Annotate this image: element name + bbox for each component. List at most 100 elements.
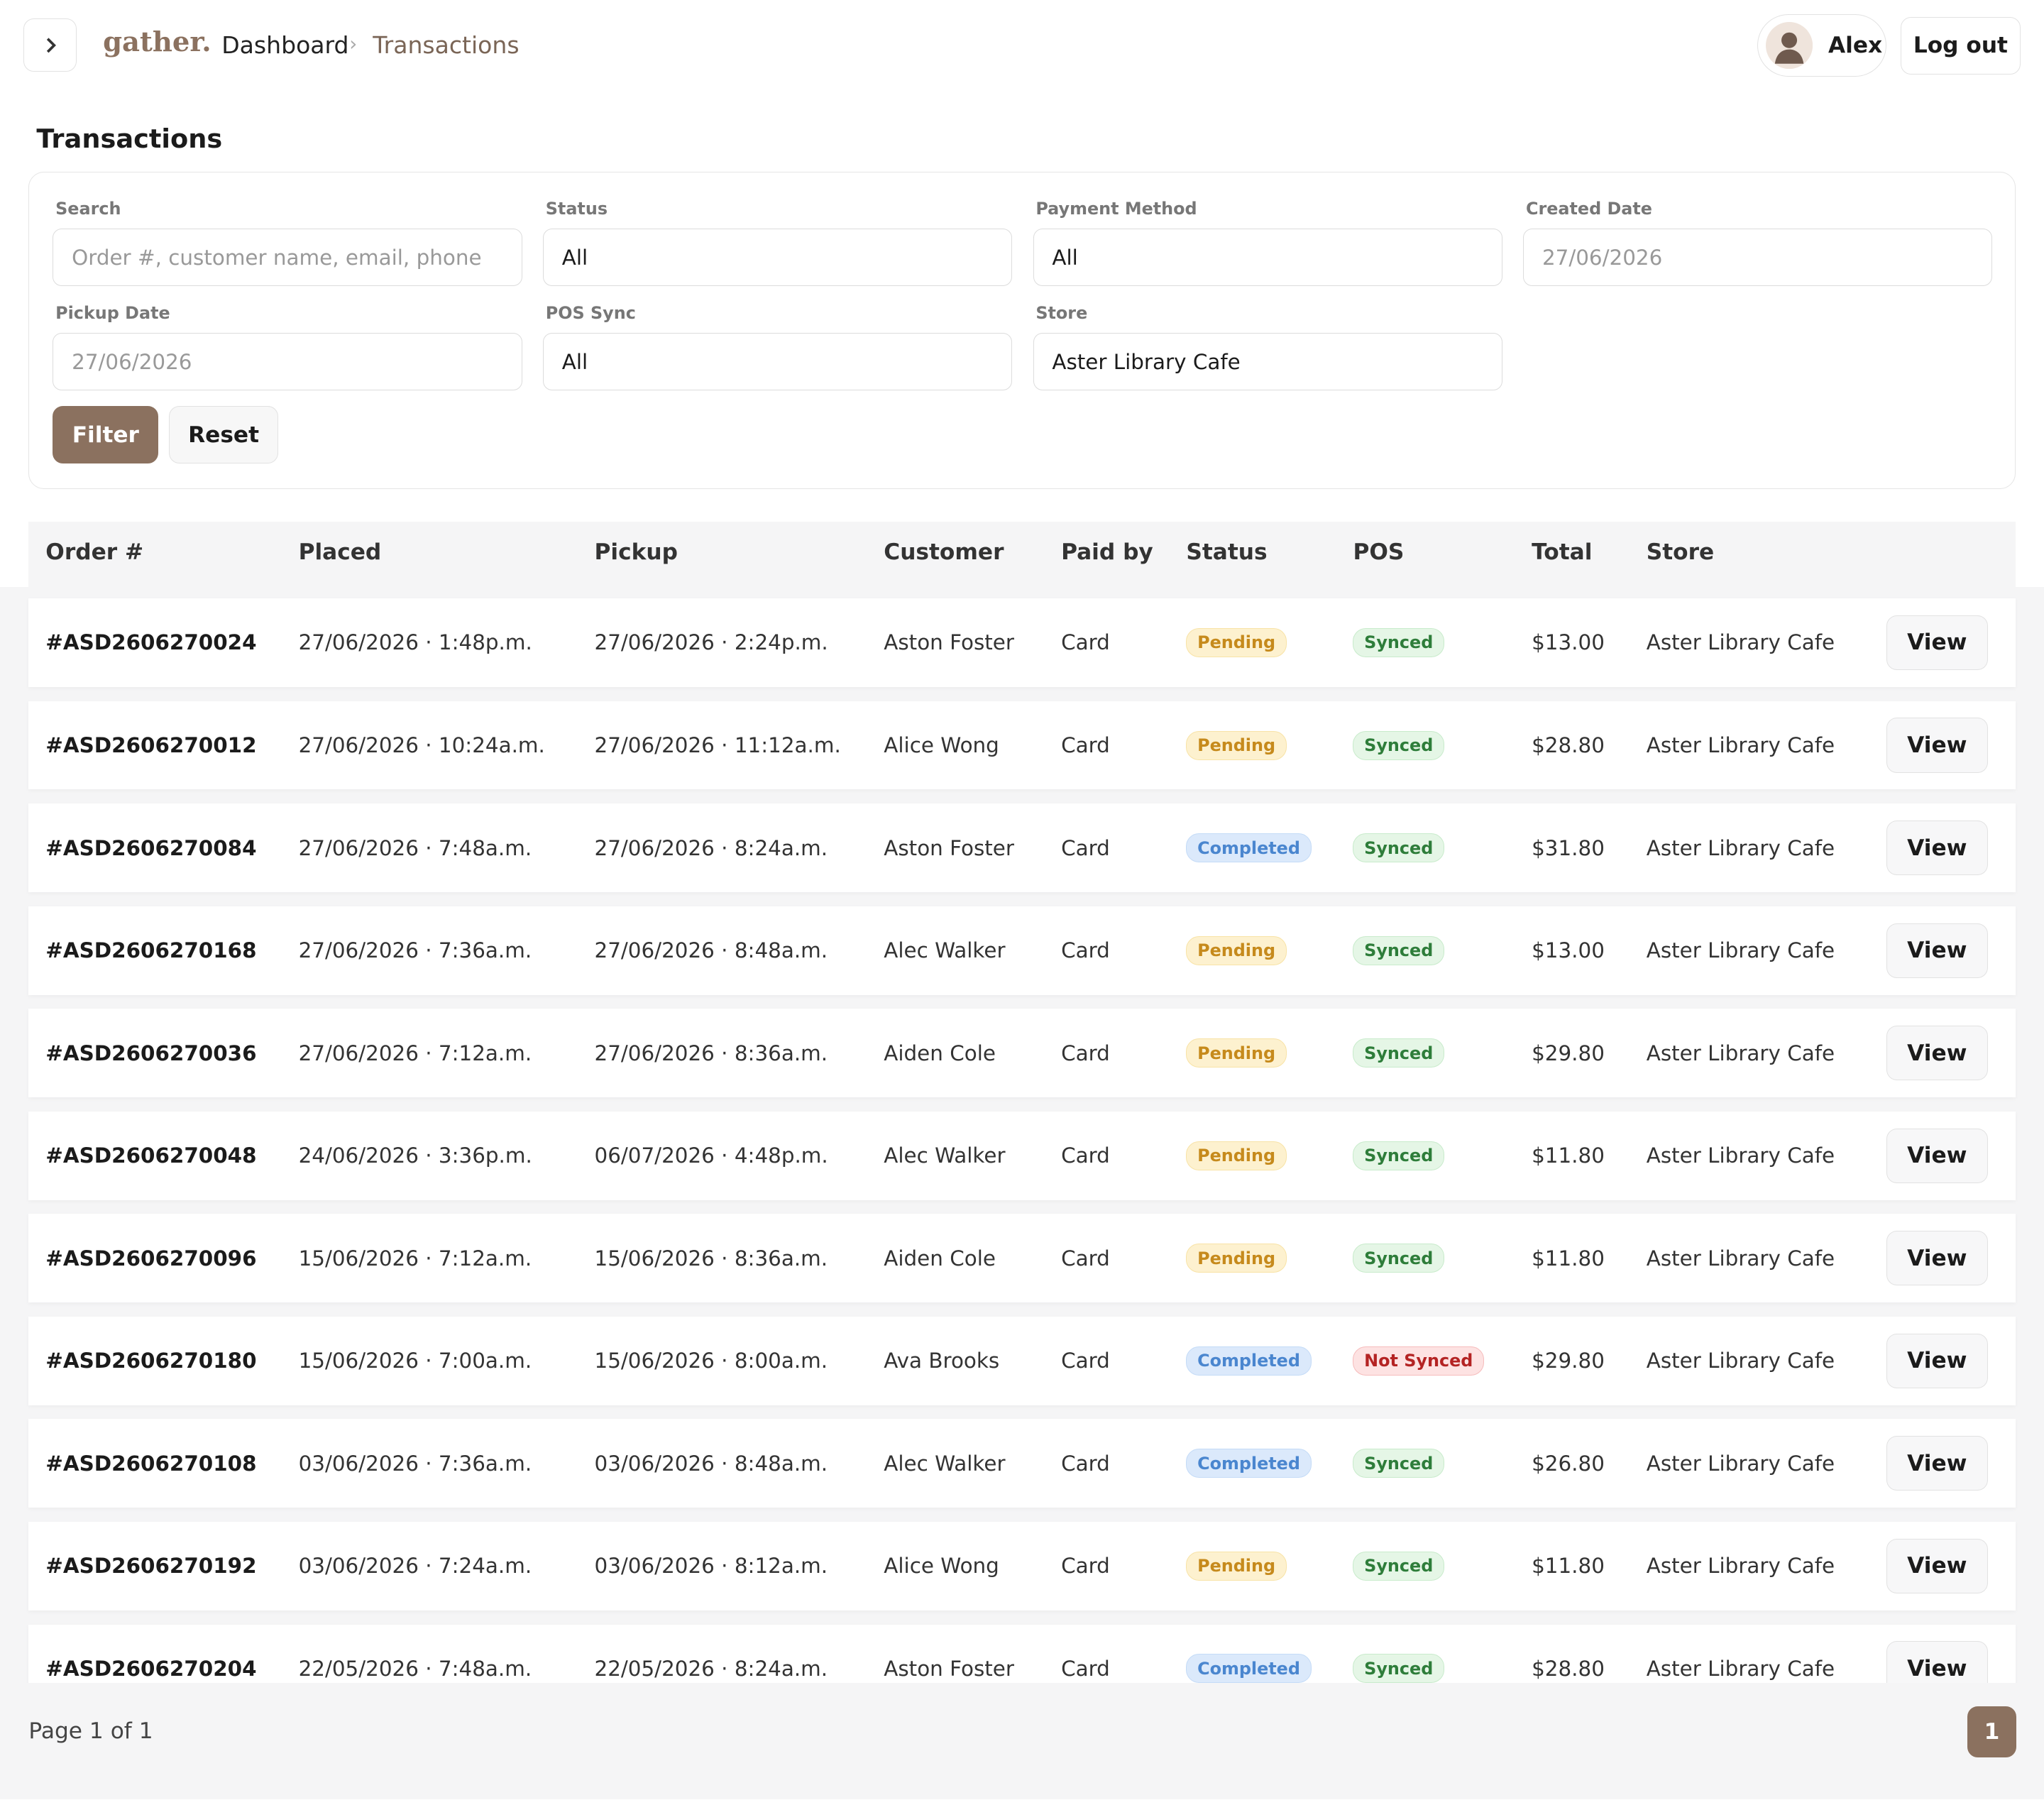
view-button[interactable]: View [1886,1128,1988,1183]
table-cell: 24/06/2026 · 3:36p.m. [298,1143,532,1168]
footer [0,1683,2044,1799]
filter-input[interactable]: 27/06/2026 [53,333,522,391]
table-cell: 27/06/2026 · 7:12a.m. [298,1041,532,1065]
input-value: 27/06/2026 [1542,245,1663,270]
reset-button[interactable]: Reset [168,406,279,464]
table-cell: $29.80 [1532,1349,1605,1373]
view-button[interactable]: View [1886,1026,1988,1081]
user-menu[interactable]: Alex [1757,14,1886,77]
pos-badge: Synced [1353,1654,1444,1684]
column-header: Total [1532,539,1593,566]
table-row: #ASD2606270036 27/06/2026 · 7:12a.m. 27/06… [28,1009,2016,1098]
table-row: #ASD2606270048 24/06/2026 · 3:36p.m. 06/07… [28,1111,2016,1200]
table-cell: Synced [1353,1419,1444,1508]
table-cell: $11.80 [1532,1143,1605,1168]
view-button[interactable]: View [1886,1641,1988,1684]
table-cell: Aston Foster [884,1656,1014,1681]
pos-badge: Synced [1353,1038,1444,1068]
view-button[interactable]: View [1886,821,1988,876]
table-cell: 15/06/2026 · 8:00a.m. [594,1349,828,1373]
table-cell: Completed [1186,1317,1312,1405]
status-badge: Pending [1186,1038,1287,1068]
table-cell: $28.80 [1532,733,1605,758]
page-button[interactable]: 1 [1967,1706,2017,1757]
input-value: All [561,245,588,270]
brand[interactable]: gather. [103,26,211,58]
table-cell: Card [1061,1143,1110,1168]
breadcrumb-item[interactable]: Dashboard [221,31,349,60]
view-button[interactable]: View [1886,1436,1988,1491]
table-cell: #ASD2606270012 [45,733,257,758]
table-cell: Not Synced [1353,1317,1485,1405]
table-cell: #ASD2606270204 [45,1656,257,1681]
table-cell: Aster Library Cafe [1646,1143,1835,1168]
logout-button[interactable]: Log out [1900,16,2021,75]
table-cell: Card [1061,938,1110,963]
filter-input[interactable]: All [543,229,1013,287]
status-badge: Completed [1186,1654,1312,1684]
table-cell: 22/05/2026 · 8:24a.m. [594,1656,828,1681]
table-cell: Alec Walker [884,938,1006,963]
table-header: Order # Placed Pickup Customer Paid by Status… [28,521,2016,588]
table-cell: 27/06/2026 · 7:36a.m. [298,938,532,963]
table-cell: Card [1061,630,1110,655]
table-cell: Aster Library Cafe [1646,835,1835,860]
table-cell: 03/06/2026 · 7:36a.m. [298,1451,532,1476]
view-button[interactable]: View [1886,1538,1988,1593]
table-cell: $11.80 [1532,1554,1605,1579]
filter-input[interactable]: All [543,333,1013,391]
sidebar-toggle[interactable] [23,18,77,72]
table-cell: 27/06/2026 · 10:24a.m. [298,733,545,758]
filter-label: Store [1035,303,1088,324]
view-button[interactable]: View [1886,1333,1988,1388]
table-row: #ASD2606270024 27/06/2026 · 1:48p.m. 27/06… [28,598,2016,687]
view-button[interactable]: View [1886,615,1988,671]
table-cell: #ASD2606270036 [45,1041,257,1065]
filter-label: Status [545,199,608,219]
table-cell: 15/06/2026 · 7:00a.m. [298,1349,532,1373]
table-cell: Aston Foster [884,630,1014,655]
page-info: Page 1 of 1 [28,1718,153,1744]
table-cell: Aiden Cole [884,1041,996,1065]
table-cell: Synced [1353,1522,1444,1610]
view-button[interactable]: View [1886,1231,1988,1286]
table-cell: #ASD2606270168 [45,938,257,963]
pos-badge: Synced [1353,833,1444,863]
table-cell: Alec Walker [884,1143,1006,1168]
filter-input[interactable]: 27/06/2026 [1523,229,1993,287]
view-button[interactable]: View [1886,718,1988,773]
table-cell: #ASD2606270192 [45,1554,257,1579]
table-cell: $28.80 [1532,1656,1605,1681]
table-cell: 27/06/2026 · 7:48a.m. [298,835,532,860]
status-badge: Pending [1186,935,1287,965]
table-cell: Aster Library Cafe [1646,1554,1835,1579]
table-cell: Card [1061,1451,1110,1476]
table-cell: Completed [1186,1625,1312,1684]
table-cell: Pending [1186,1009,1287,1097]
filter-button[interactable]: Filter [53,406,159,464]
top-bar: gather. Dashboard › Transactions Alex Lo… [0,0,2044,92]
table-cell: #ASD2606270108 [45,1451,257,1476]
table-cell: $26.80 [1532,1451,1605,1476]
breadcrumb-item: Transactions [373,31,520,60]
status-badge: Pending [1186,1141,1287,1170]
pos-badge: Synced [1353,730,1444,760]
table-cell: Aster Library Cafe [1646,630,1835,655]
filter-input[interactable]: All [1033,229,1502,287]
table-cell: Pending [1186,906,1287,995]
filter-input[interactable]: Order #, customer name, email, phone [53,229,522,287]
table-cell: 27/06/2026 · 8:24a.m. [594,835,828,860]
table-row: #ASD2606270108 03/06/2026 · 7:36a.m. 03/06… [28,1419,2016,1508]
status-badge: Pending [1186,627,1287,657]
table-cell: Synced [1353,803,1444,892]
filter-input[interactable]: Aster Library Cafe [1033,333,1502,391]
table-cell: 27/06/2026 · 1:48p.m. [298,630,532,655]
table-cell: Alec Walker [884,1451,1006,1476]
view-button[interactable]: View [1886,923,1988,978]
table-cell: Pending [1186,598,1287,687]
table-cell: Alice Wong [884,733,999,758]
filter-label: Created Date [1525,199,1652,219]
table-cell: Aster Library Cafe [1646,1246,1835,1271]
status-badge: Completed [1186,833,1312,863]
table-row: #ASD2606270204 22/05/2026 · 7:48a.m. 22/05… [28,1624,2016,1684]
